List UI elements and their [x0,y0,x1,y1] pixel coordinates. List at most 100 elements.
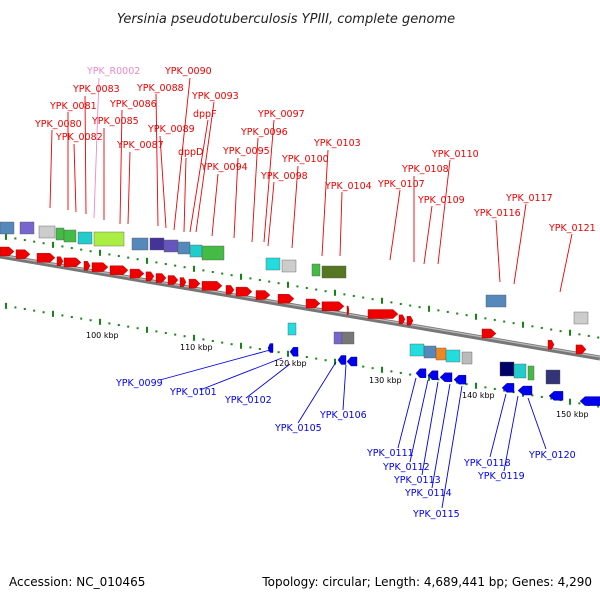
gene-label[interactable]: YPK_0115 [412,509,460,520]
tick-mark [522,321,524,328]
gene-label[interactable]: YPK_0121 [548,223,596,234]
feature-box [485,294,507,308]
gene-label[interactable]: YPK_0098 [260,171,308,182]
tick-mark [89,250,92,253]
accession-text: Accession: NC_010465 [9,575,145,589]
tick-mark [136,258,139,261]
reverse-gene-arrow [415,368,427,378]
gene-label[interactable]: YPK_0080 [34,119,82,130]
gene-label[interactable]: YPK_0094 [200,162,248,173]
forward-gene-arrow [547,339,555,350]
gene-label[interactable]: YPK_0090 [164,66,212,77]
tick-mark [428,374,430,381]
reverse-gene-arrow [289,347,299,357]
feature-box [93,231,125,247]
gene-label[interactable]: YPK_0118 [463,458,511,469]
gene-label[interactable]: YPK_0097 [257,109,305,120]
gene-label[interactable]: YPK_0113 [393,475,441,486]
feature-box [341,331,355,345]
tick-mark [578,402,581,405]
tick-mark [540,326,543,329]
gene-label[interactable]: YPK_0096 [240,127,288,138]
gene-label[interactable]: YPK_0085 [91,116,139,127]
gene-label[interactable]: YPK_0109 [417,195,465,206]
tick-mark [70,316,73,319]
gene-label[interactable]: dppD [178,147,203,158]
gene-label[interactable]: YPK_0083 [72,84,120,95]
gene-label[interactable]: YPK_R0002 [86,66,140,77]
forward-gene-arrow [188,278,201,289]
tick-mark [465,314,468,317]
gene-label[interactable]: YPK_0112 [382,462,430,473]
scale-labels: 100 kbp 110 kbp 120 kbp 130 kbp 140 kbp … [86,331,589,419]
gene-label[interactable]: YPK_0105 [274,423,322,434]
gene-label[interactable]: YPK_0093 [191,91,239,102]
feature-box [409,343,425,357]
gene-label[interactable]: YPK_0111 [366,448,414,459]
tick-mark [578,333,581,336]
gene-label[interactable]: YPK_0116 [473,208,521,219]
reverse-gene-arrow [548,391,564,401]
forward-gene-arrow [63,257,82,268]
forward-gene-arrow [179,277,187,287]
leader-line [159,349,271,381]
gene-label[interactable]: YPK_0120 [528,450,576,461]
gene-label[interactable]: YPK_0100 [281,154,329,165]
gene-label[interactable]: YPK_0088 [136,83,184,94]
tick-mark [352,294,355,297]
tick-mark [315,288,318,291]
tick-mark [503,320,506,323]
tick-mark [14,237,17,240]
leader-line [93,77,100,219]
tick-mark [493,318,496,321]
forward-gene-arrow [277,294,295,304]
tick-mark [540,395,543,398]
gene-label[interactable]: YPK_0086 [109,99,157,110]
gene-label[interactable]: YPK_0102 [224,395,272,406]
gene-label[interactable]: YPK_0081 [49,101,97,112]
gene-label[interactable]: YPK_0108 [401,164,449,175]
tick-mark [371,367,374,370]
tick-mark [108,253,111,256]
gene-label[interactable]: YPK_0099 [115,378,163,389]
reverse-gene-arrow [517,385,533,396]
gene-label[interactable]: YPK_0106 [319,410,367,421]
tick-mark [117,255,120,258]
tick-mark [371,298,374,301]
tick-mark [550,328,553,331]
gene-label[interactable]: YPK_0101 [169,387,217,398]
feature-box [149,237,165,251]
tick-mark [117,324,120,327]
tick-mark [221,272,224,275]
gene-label[interactable]: YPK_0119 [477,471,525,482]
feature-box [163,239,179,253]
label-leader-lines [49,77,573,509]
gene-label[interactable]: dppF [193,109,217,120]
tick-mark [569,329,571,336]
gene-label[interactable]: YPK_0082 [55,132,103,143]
scale-label: 100 kbp [86,331,119,340]
tick-mark [193,334,195,341]
gene-label[interactable]: YPK_0107 [377,179,425,190]
tick-mark [211,340,214,343]
gene-label[interactable]: YPK_0110 [431,149,479,160]
gene-label[interactable]: YPK_0089 [147,124,195,135]
forward-gene-arrow [321,301,345,311]
leader-line [559,233,573,293]
tick-mark [437,378,440,381]
reverse-gene-arrow [579,396,600,406]
tick-mark [465,383,468,386]
gene-label[interactable]: YPK_0104 [324,181,372,192]
forward-gene-arrow [167,275,179,285]
leader-line [342,364,347,411]
gene-label[interactable]: YPK_0103 [313,138,361,149]
tick-mark [484,386,487,389]
gene-label[interactable]: YPK_0114 [404,488,452,499]
tick-mark [52,241,54,248]
gene-label[interactable]: YPK_0095 [222,146,270,157]
feature-box [445,349,461,363]
gene-label[interactable]: YPK_0087 [116,140,164,151]
tick-mark [80,248,83,251]
gene-label[interactable]: YPK_0117 [505,193,553,204]
tick-mark [399,302,402,305]
